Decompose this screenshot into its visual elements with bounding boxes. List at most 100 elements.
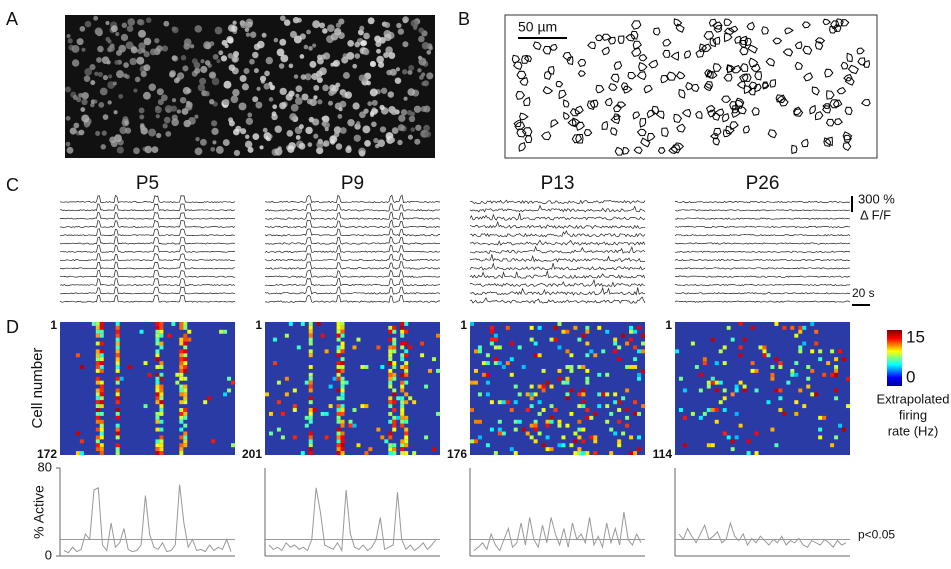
heatmap-cell xyxy=(95,408,100,412)
panel-label: B xyxy=(458,9,470,29)
cell-spot xyxy=(406,109,413,116)
trace xyxy=(60,211,236,220)
cell-spot xyxy=(407,134,413,140)
heatmap-cell xyxy=(115,376,120,381)
cell-spot xyxy=(84,20,92,28)
heatmap-cell xyxy=(625,415,630,420)
heatmap-cell xyxy=(509,341,514,346)
heatmap-bg xyxy=(675,322,850,455)
cell-outline xyxy=(675,23,685,33)
cell-spot xyxy=(76,38,84,46)
heatmap-cell xyxy=(119,376,124,381)
heatmap-cell xyxy=(597,372,602,377)
heatmap-cell xyxy=(340,368,345,373)
heatmap-cell xyxy=(99,349,104,354)
heatmap-cell xyxy=(589,435,594,440)
cell-spot xyxy=(143,37,152,46)
heatmap-cell xyxy=(340,408,345,412)
heatmap-cell xyxy=(400,439,405,444)
cell-outline xyxy=(547,66,555,75)
heatmap-cell xyxy=(400,423,405,428)
heatmap-cell xyxy=(738,345,743,350)
trace xyxy=(59,253,236,262)
heatmap-cell xyxy=(694,365,699,369)
heatmap-cell xyxy=(497,345,502,350)
heatmap-cell xyxy=(179,368,184,373)
cell-spot xyxy=(410,19,419,28)
cell-outline xyxy=(730,64,742,74)
cell-spot xyxy=(294,97,303,105)
heatmap-cell xyxy=(388,411,393,416)
heatmap-cell xyxy=(521,427,526,432)
cell-outline xyxy=(666,71,677,81)
heatmap-cell xyxy=(159,322,164,326)
heatmap-cell xyxy=(400,443,405,448)
heatmap-cell xyxy=(537,400,542,405)
cell-spot xyxy=(298,124,304,130)
cell-outline xyxy=(523,96,531,107)
heatmap-cell xyxy=(641,404,645,409)
heatmap-cell xyxy=(621,333,626,338)
cell-spot xyxy=(364,140,371,147)
heatmap-cell xyxy=(159,325,164,330)
heatmap-cell xyxy=(324,435,329,440)
heatmap-cell xyxy=(629,325,634,330)
heatmap-cell xyxy=(814,329,819,334)
heatmap-cell xyxy=(710,380,715,385)
cell-outline xyxy=(695,111,703,119)
cell-spot xyxy=(94,27,103,36)
heatmap-cell xyxy=(513,400,518,405)
trace xyxy=(469,239,646,246)
heatmap-cell xyxy=(822,415,827,420)
cell-spot xyxy=(274,125,282,133)
heatmap-cell xyxy=(400,341,405,346)
cell-outline xyxy=(754,83,762,93)
cell-spot xyxy=(337,114,343,119)
cell-spot xyxy=(321,116,326,121)
heatmap-cell xyxy=(734,384,739,389)
panel-label: C xyxy=(6,175,19,195)
heatmap-cell xyxy=(304,415,309,420)
heatmap-cell xyxy=(637,325,642,330)
heatmap-cell xyxy=(400,388,405,393)
heatmap-cell xyxy=(155,427,160,432)
cell-outline xyxy=(583,128,593,137)
heatmap-cell xyxy=(485,392,490,397)
cell-spot xyxy=(121,22,128,29)
heatmap-cell xyxy=(585,368,590,373)
cell-index: 1 xyxy=(460,318,467,332)
heatmap-cell xyxy=(360,404,365,409)
amplitude-unit: Δ F/F xyxy=(860,207,891,222)
cell-outline xyxy=(767,129,777,139)
trace xyxy=(264,219,440,229)
y-label: Cell number xyxy=(29,348,46,429)
heatmap-cell xyxy=(159,427,164,432)
heatmap-cell xyxy=(738,353,743,358)
heatmap-cell xyxy=(404,368,409,373)
heatmap-cell xyxy=(485,372,490,377)
heatmap-cell xyxy=(392,443,397,448)
heatmap-cell xyxy=(513,451,518,455)
heatmap-cell xyxy=(613,431,618,436)
heatmap-cell xyxy=(408,345,413,350)
cell-spot xyxy=(125,41,134,50)
cell-outline xyxy=(542,45,552,55)
trace xyxy=(264,203,441,212)
heatmap-cell xyxy=(497,431,502,436)
cell-spot xyxy=(99,87,108,96)
heatmap-cell xyxy=(183,353,188,358)
cell-spot xyxy=(279,102,287,110)
heatmap-cell xyxy=(537,411,542,416)
trace xyxy=(469,245,646,254)
heatmap-cell xyxy=(183,396,188,401)
cell-outline xyxy=(748,81,758,90)
heatmap-cell xyxy=(155,419,160,424)
cell-spot xyxy=(363,48,370,56)
trace xyxy=(674,258,851,262)
cell-spot xyxy=(81,92,89,100)
heatmap-cell xyxy=(308,388,313,393)
cell-spot xyxy=(139,123,145,128)
cell-outline xyxy=(704,80,713,89)
cell-outline xyxy=(690,83,700,92)
heatmap-cell xyxy=(320,333,325,338)
